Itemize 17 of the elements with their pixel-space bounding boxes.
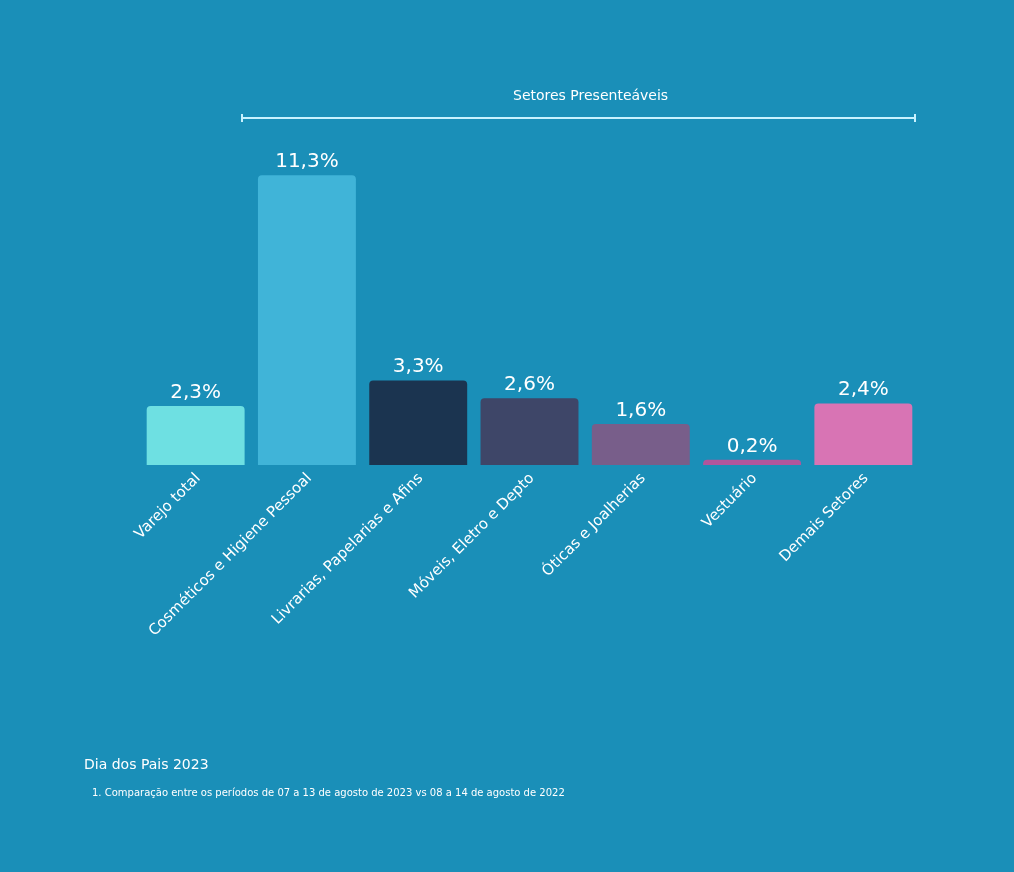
- bar: [591, 423, 690, 465]
- data-label: 3,3%: [392, 353, 444, 378]
- bar: [369, 380, 468, 465]
- bar: [703, 459, 802, 465]
- data-label: 2,4%: [837, 376, 889, 401]
- data-label: 0,2%: [726, 432, 778, 457]
- data-label: 11,3%: [275, 148, 339, 173]
- text: Dia dos Pais 2023: [84, 756, 209, 772]
- data-label: 2,6%: [504, 371, 555, 396]
- data-label: 1,6%: [615, 396, 667, 421]
- bar: [480, 398, 579, 465]
- bar: [257, 175, 356, 465]
- text: Setores Presenteáveis: [513, 87, 669, 103]
- data-label: 2,3%: [170, 379, 222, 404]
- bar: [814, 403, 913, 465]
- bar: [146, 406, 245, 465]
- text: 1. Comparação entre os períodos de 07 a 13 de agosto de 2023 vs 08 a 14 de agosto de 2022: [92, 787, 565, 798]
